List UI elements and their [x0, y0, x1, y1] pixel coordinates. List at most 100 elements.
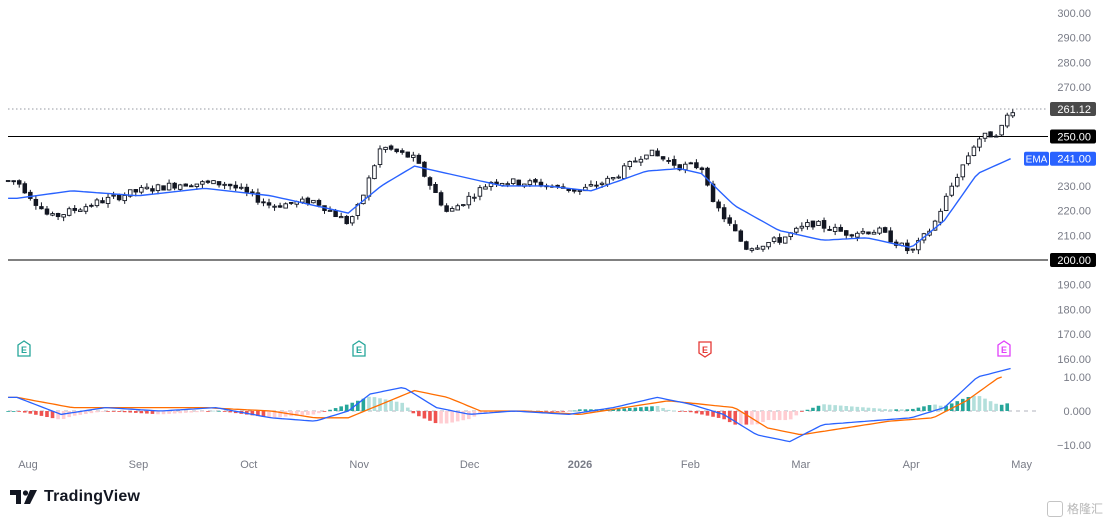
candle [89, 203, 94, 208]
macd-pane: 10.00 0.000 −10.00 [6, 367, 1091, 452]
watermark: 格隆汇 [1046, 500, 1103, 517]
macd-histogram-bar [744, 411, 749, 425]
candle [377, 145, 383, 168]
macd-histogram-bar [161, 411, 166, 415]
candle [72, 205, 77, 214]
macd-histogram-bar [356, 400, 360, 411]
candle [960, 164, 966, 181]
macd-histogram-bar [233, 411, 238, 414]
macd-histogram-bar [178, 411, 182, 414]
macd-histogram-bar [489, 411, 493, 413]
candle-body [172, 182, 177, 189]
candle-body [627, 161, 633, 168]
time-axis-label: 2026 [568, 459, 592, 471]
candle-body [300, 198, 305, 203]
candle-body [72, 207, 77, 211]
candle [660, 156, 666, 162]
candle-body [61, 214, 66, 218]
candle [755, 244, 760, 250]
earnings-marker[interactable]: E [997, 340, 1011, 357]
candle-body [44, 208, 50, 215]
candle-body [55, 212, 61, 218]
tradingview-logo[interactable]: TradingView [10, 488, 140, 506]
candle-body [966, 155, 971, 165]
macd-histogram-bar [666, 409, 671, 411]
candle-body [150, 188, 155, 192]
candle [633, 157, 638, 163]
price-axis-tag[interactable]: 200.00 [1050, 253, 1096, 267]
candle [855, 231, 860, 242]
candle-body [238, 186, 244, 189]
watermark-text: 格隆汇 [1066, 502, 1103, 516]
ema-axis-tag[interactable]: EMA 241.00 [1024, 151, 1096, 166]
candle [78, 207, 83, 212]
time-axis: Aug Sep Oct Nov Dec 2026 Feb Mar Apr May [18, 459, 1032, 471]
macd-histogram-bar [156, 411, 160, 415]
macd-histogram-bar [844, 405, 849, 411]
macd-histogram-bar [977, 396, 982, 411]
candle [272, 204, 277, 211]
macd-histogram-bar [816, 405, 821, 411]
earnings-marker[interactable]: E [698, 341, 712, 358]
price-axis-tag[interactable]: 261.12 [1050, 102, 1096, 117]
macd-histogram-bar [927, 405, 932, 411]
candle [932, 219, 938, 231]
candle-body [760, 245, 766, 250]
macd-histogram-bar [888, 409, 893, 411]
macd-histogram-bar [344, 404, 349, 411]
candle [472, 193, 477, 202]
candle [33, 195, 39, 210]
watermark-logo-icon [1046, 500, 1063, 517]
candle [16, 179, 22, 188]
earnings-marker[interactable]: E [352, 340, 366, 357]
macd-histogram-bar [694, 411, 699, 414]
candle [238, 183, 244, 190]
macd-histogram-bar [311, 411, 316, 415]
time-axis-label: Oct [240, 459, 257, 471]
candle [277, 202, 283, 208]
candle-body [211, 180, 216, 185]
macd-histogram-bar [578, 409, 582, 411]
candle-body [394, 148, 399, 153]
macd-histogram-bar [128, 411, 133, 413]
candle-body [993, 135, 999, 138]
ema-tag-name: EMA [1026, 155, 1048, 166]
price-axis: 300.00290.00280.00270.00260.00240.00230.… [1057, 8, 1091, 366]
macd-histogram-bar [400, 402, 405, 411]
candle [166, 179, 172, 191]
price-axis-tag[interactable]: 250.00 [1050, 129, 1096, 144]
candle-body [938, 210, 943, 223]
macd-histogram-bar [777, 411, 782, 421]
candle-body [383, 146, 388, 151]
candle-body [333, 210, 338, 218]
candle-body [477, 187, 483, 197]
candle [577, 189, 583, 195]
candle-body [510, 178, 516, 185]
candle [705, 166, 710, 187]
candle [177, 183, 183, 191]
time-axis-label: Mar [791, 459, 810, 471]
candle-body [588, 184, 594, 187]
macd-histogram-bar [411, 411, 416, 414]
candle [455, 203, 460, 211]
macd-signal-line [8, 376, 1002, 436]
candle [405, 151, 411, 158]
candle-body [849, 234, 855, 237]
candle-body [755, 247, 760, 250]
time-axis-label: Apr [903, 459, 920, 471]
macd-histogram-bar [916, 407, 921, 411]
price-chart[interactable]: 300.00290.00280.00270.00260.00240.00230.… [0, 0, 1109, 485]
earnings-marker[interactable]: E [17, 340, 31, 357]
candle [144, 183, 150, 190]
candle [344, 214, 349, 225]
macd-histogram-bar [972, 395, 976, 411]
candle-body [816, 220, 821, 226]
candle [44, 206, 50, 216]
earnings-badge [997, 340, 1011, 357]
macd-histogram-bar [428, 411, 432, 421]
horizontal-levels[interactable] [8, 108, 1048, 261]
candle [311, 199, 316, 204]
macd-histogram-bar [644, 406, 649, 411]
candle [949, 182, 954, 198]
